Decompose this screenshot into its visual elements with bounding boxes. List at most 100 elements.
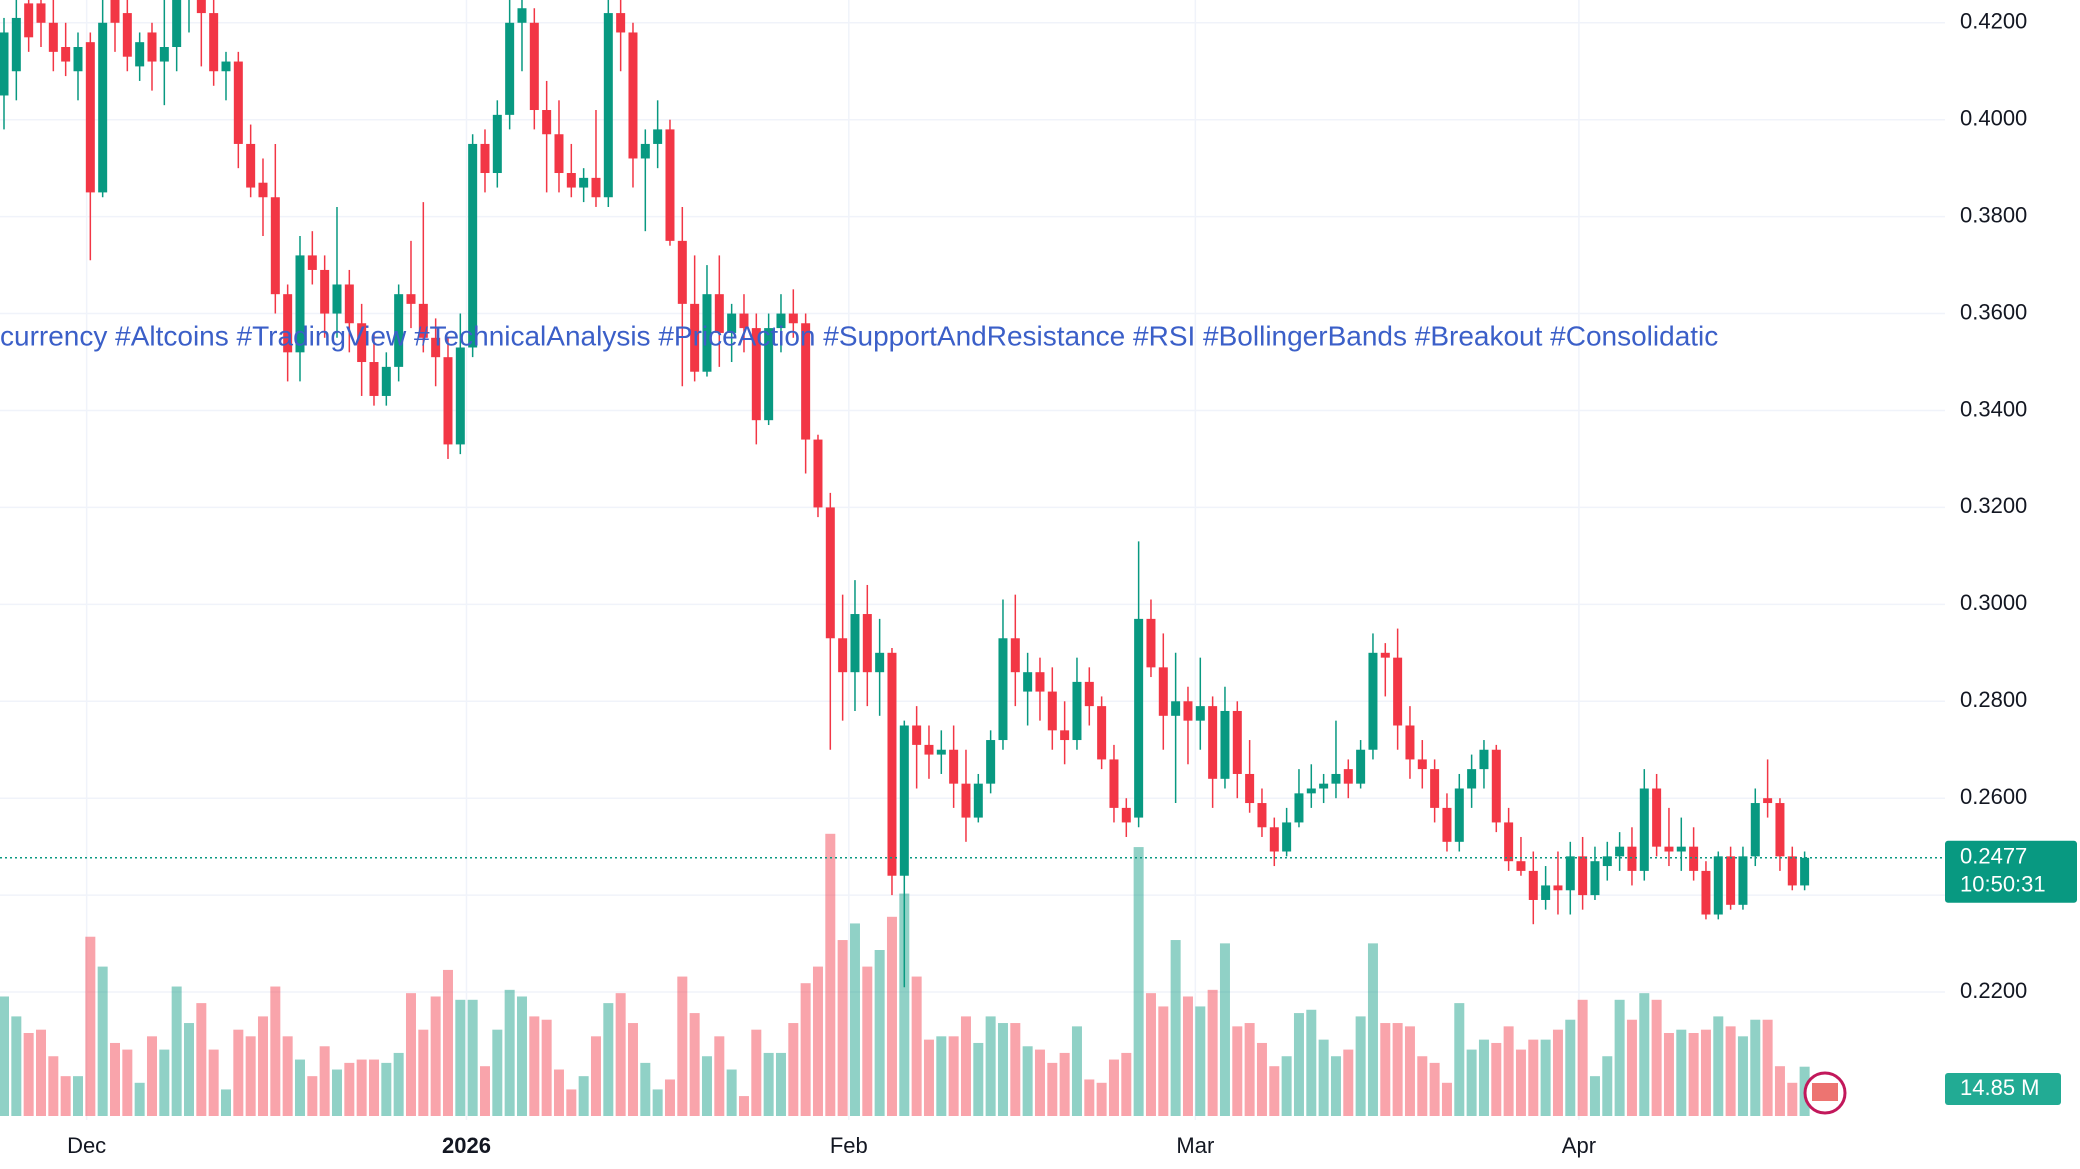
candle-body xyxy=(1454,788,1464,842)
candle-body xyxy=(788,313,798,324)
volume-bar xyxy=(1503,1026,1514,1116)
volume-bar xyxy=(504,989,515,1116)
candle-body xyxy=(1343,769,1353,784)
candle-body xyxy=(1023,672,1033,692)
candle-body xyxy=(1652,788,1662,847)
volume-bar xyxy=(11,1016,22,1116)
candle-body xyxy=(1097,706,1107,760)
candle-body xyxy=(825,507,835,639)
candle-body xyxy=(1319,783,1329,789)
candle-body xyxy=(1072,681,1082,741)
volume-bar xyxy=(1737,1036,1748,1116)
volume-bar xyxy=(331,1069,342,1116)
candle-body xyxy=(1084,681,1094,707)
volume-bar xyxy=(405,993,416,1116)
volume-bar xyxy=(590,1036,601,1116)
candle-body xyxy=(1664,846,1674,852)
candle-body xyxy=(727,313,737,333)
candle-body xyxy=(1479,749,1489,770)
volume-bar xyxy=(1170,940,1181,1116)
candle-body xyxy=(1491,749,1501,823)
volume-bar xyxy=(1750,1019,1761,1116)
volume-bar xyxy=(1478,1039,1489,1116)
volume-bar xyxy=(1417,1056,1428,1116)
candle-body xyxy=(1195,706,1205,721)
candle-body xyxy=(73,47,83,72)
volume-bar xyxy=(1589,1076,1600,1116)
volume-bar xyxy=(1515,1049,1526,1116)
volume-bar xyxy=(1429,1062,1440,1116)
y-tick-label: 0.3800 xyxy=(1960,202,2027,227)
volume-bar xyxy=(294,1059,305,1116)
candle-body xyxy=(1738,856,1748,905)
volume-bar xyxy=(1084,1079,1095,1116)
volume-bar xyxy=(97,966,108,1116)
y-tick-label: 0.3200 xyxy=(1960,493,2027,518)
volume-bar xyxy=(1491,1042,1502,1116)
volume-bar xyxy=(652,1089,663,1116)
candle-body xyxy=(394,294,404,367)
candle-body xyxy=(1121,807,1131,823)
volume-bar xyxy=(220,1089,231,1116)
volume-bar xyxy=(874,950,885,1116)
volume-bar xyxy=(1614,999,1625,1116)
price-pane xyxy=(0,0,1945,988)
candle-body xyxy=(714,294,724,333)
candle-body xyxy=(1183,701,1193,721)
volume-bar xyxy=(1022,1046,1033,1116)
candle-body xyxy=(591,177,601,198)
volume-bar xyxy=(627,1023,638,1116)
volume-bar xyxy=(430,996,441,1116)
candle-body xyxy=(554,134,564,174)
volume-bar xyxy=(1281,1056,1292,1116)
volume-bar xyxy=(997,1023,1008,1116)
candle-body xyxy=(1047,691,1057,731)
volume-bar xyxy=(1565,1019,1576,1116)
last-price-badge xyxy=(1945,840,2077,903)
candle-body xyxy=(357,323,367,363)
candle-body xyxy=(1368,652,1378,750)
volume-bar xyxy=(122,1049,133,1116)
volume-bar xyxy=(48,1056,59,1116)
hashtag-overlay: currency #Altcoins #TradingView #Technic… xyxy=(0,320,1718,351)
y-tick-label: 0.3600 xyxy=(1960,299,2027,324)
volume-bar xyxy=(1108,1059,1119,1116)
volume-bar xyxy=(516,996,527,1116)
candle-body xyxy=(258,182,268,198)
volume-bar xyxy=(1700,1029,1711,1116)
y-tick-label: 0.2800 xyxy=(1960,687,2027,712)
volume-bar xyxy=(1047,1062,1058,1116)
candle-body xyxy=(579,177,589,188)
volume-bar xyxy=(849,923,860,1116)
volume-bar xyxy=(1639,993,1650,1116)
volume-bar xyxy=(319,1046,330,1116)
grid xyxy=(0,0,1945,1120)
volume-bar xyxy=(233,1029,244,1116)
candle-body xyxy=(529,22,539,111)
volume-label: 14.85 M xyxy=(1960,1075,2040,1100)
candle-body xyxy=(603,13,613,198)
candle-body xyxy=(1528,870,1538,900)
candle-body xyxy=(739,313,749,329)
candle-body xyxy=(1590,861,1600,896)
volume-bar xyxy=(1787,1082,1798,1116)
candle-body xyxy=(924,744,934,755)
candle-body xyxy=(1331,773,1341,784)
volume-bar xyxy=(1552,1029,1563,1116)
y-tick-label: 0.4200 xyxy=(1960,9,2027,34)
volume-bar xyxy=(1762,1019,1773,1116)
volume-bar xyxy=(1207,989,1218,1116)
volume-bar xyxy=(109,1042,120,1116)
candle-body xyxy=(36,3,46,23)
candle-body xyxy=(1417,759,1427,770)
volume-bar xyxy=(1256,1042,1267,1116)
candle-body xyxy=(1380,652,1390,658)
candle-body xyxy=(246,143,256,188)
candle-body xyxy=(1306,788,1316,794)
volume-bar xyxy=(282,1036,293,1116)
candle-body xyxy=(406,294,416,304)
candle-body xyxy=(1713,856,1723,915)
volume-bar xyxy=(973,1042,984,1116)
volume-bar xyxy=(196,1003,207,1116)
